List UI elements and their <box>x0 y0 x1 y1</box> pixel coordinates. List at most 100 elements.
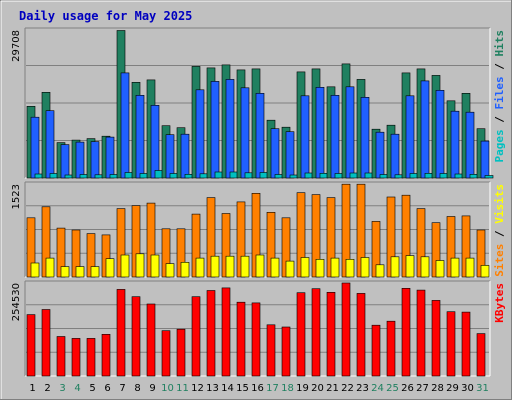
bar-kbytes-day-7 <box>116 289 126 377</box>
bar-files-day-28 <box>435 90 445 179</box>
bar-files-day-18 <box>285 131 295 179</box>
bar-sites-day-19 <box>300 257 310 278</box>
bar-files-day-30 <box>465 111 475 179</box>
x-tick-label-12: 12 <box>191 383 204 394</box>
bar-files-day-5 <box>90 141 100 179</box>
x-tick-label-13: 13 <box>206 383 219 394</box>
x-tick-label-17: 17 <box>266 383 279 394</box>
bar-files-day-7 <box>120 72 130 179</box>
bar-kbytes-day-3 <box>56 336 66 377</box>
bar-kbytes-day-6 <box>101 333 111 377</box>
x-tick-label-5: 5 <box>89 383 95 394</box>
bar-sites-day-13 <box>210 255 220 278</box>
x-tick-label-10: 10 <box>161 383 174 394</box>
series-label-visits: Sites / Visits <box>493 184 506 277</box>
x-tick-label-9: 9 <box>149 383 155 394</box>
x-tick-label-29: 29 <box>446 383 459 394</box>
bar-files-day-23 <box>360 97 370 179</box>
series-label-part: Sites <box>493 244 506 277</box>
bar-files-day-21 <box>330 95 340 179</box>
x-tick-label-2: 2 <box>44 383 50 394</box>
bar-sites-day-22 <box>345 258 355 278</box>
bar-kbytes-day-20 <box>311 288 321 377</box>
bar-files-day-8 <box>135 95 145 179</box>
bar-sites-day-18 <box>285 260 295 278</box>
bar-sites-day-23 <box>360 257 370 278</box>
bar-sites-day-21 <box>330 257 340 278</box>
bar-kbytes-day-4 <box>71 338 81 377</box>
bar-kbytes-day-22 <box>341 282 351 377</box>
bar-files-day-2 <box>45 110 55 179</box>
bar-files-day-3 <box>60 144 70 179</box>
bar-files-day-25 <box>390 133 400 179</box>
x-tick-label-1: 1 <box>29 383 35 394</box>
bar-pages-day-31 <box>484 175 494 179</box>
bar-kbytes-day-17 <box>266 324 276 377</box>
bar-sites-day-31 <box>480 265 490 278</box>
bar-sites-day-17 <box>270 257 280 278</box>
bar-files-day-27 <box>420 80 430 179</box>
bar-kbytes-day-24 <box>371 324 381 377</box>
x-tick-label-20: 20 <box>311 383 324 394</box>
bar-kbytes-day-14 <box>221 287 231 377</box>
x-tick-label-4: 4 <box>74 383 80 394</box>
bar-kbytes-day-16 <box>251 302 261 377</box>
bar-files-day-9 <box>150 105 160 179</box>
series-label-part: Files <box>493 76 506 109</box>
bar-files-day-4 <box>75 141 85 179</box>
x-tick-label-24: 24 <box>371 383 384 394</box>
panel-kbytes: 254530 KBytes <box>11 280 506 377</box>
bar-files-day-31 <box>480 140 490 179</box>
bar-kbytes-day-23 <box>356 293 366 377</box>
x-tick-label-30: 30 <box>461 383 474 394</box>
x-tick-label-27: 27 <box>416 383 429 394</box>
bar-files-day-22 <box>345 86 355 179</box>
bar-files-day-16 <box>255 93 265 179</box>
x-tick-label-19: 19 <box>296 383 309 394</box>
bar-kbytes-day-18 <box>281 326 291 377</box>
bar-kbytes-day-5 <box>86 338 96 377</box>
bar-kbytes-day-28 <box>431 300 441 377</box>
bar-sites-day-29 <box>450 257 460 278</box>
x-tick-label-7: 7 <box>119 383 125 394</box>
bar-files-day-15 <box>240 87 250 179</box>
x-tick-label-22: 22 <box>341 383 354 394</box>
bar-kbytes-day-11 <box>176 328 186 377</box>
bar-kbytes-day-21 <box>326 291 336 377</box>
bar-files-day-29 <box>450 110 460 179</box>
panel-visits: 1523 Sites / Visits <box>11 181 506 278</box>
bar-kbytes-day-10 <box>161 330 171 377</box>
series-label-part: Hits <box>493 30 506 57</box>
series-label-part: Pages <box>493 129 506 162</box>
x-tick-label-23: 23 <box>356 383 369 394</box>
bar-sites-day-25 <box>390 256 400 278</box>
x-tick-label-28: 28 <box>431 383 444 394</box>
bar-files-day-24 <box>375 131 385 179</box>
bar-kbytes-day-8 <box>131 296 141 377</box>
x-tick-label-16: 16 <box>251 383 264 394</box>
x-tick-label-18: 18 <box>281 383 294 394</box>
bar-sites-day-26 <box>405 255 415 278</box>
bar-files-day-14 <box>225 79 235 179</box>
series-label-hits: Pages / Files / Hits <box>493 30 506 163</box>
bar-sites-day-12 <box>195 257 205 278</box>
y-max-label-kbytes: 254530 <box>11 283 22 321</box>
x-tick-label-11: 11 <box>176 383 189 394</box>
bar-kbytes-day-1 <box>26 314 36 377</box>
panel-hits: 29708 Pages / Files / Hits <box>11 27 506 179</box>
bar-sites-day-7 <box>120 254 130 278</box>
bar-sites-day-15 <box>240 255 250 278</box>
bar-sites-day-27 <box>420 256 430 278</box>
x-tick-label-31: 31 <box>476 383 489 394</box>
bar-sites-day-11 <box>180 261 190 278</box>
bar-files-day-1 <box>30 116 40 179</box>
x-tick-label-14: 14 <box>221 383 234 394</box>
y-max-label-visits: 1523 <box>11 184 22 209</box>
bar-sites-day-8 <box>135 253 145 278</box>
bar-sites-day-6 <box>105 258 115 278</box>
bar-kbytes-day-25 <box>386 320 396 377</box>
bar-sites-day-4 <box>75 266 85 278</box>
x-tick-label-3: 3 <box>59 383 65 394</box>
bar-files-day-12 <box>195 89 205 179</box>
bar-sites-day-5 <box>90 266 100 278</box>
